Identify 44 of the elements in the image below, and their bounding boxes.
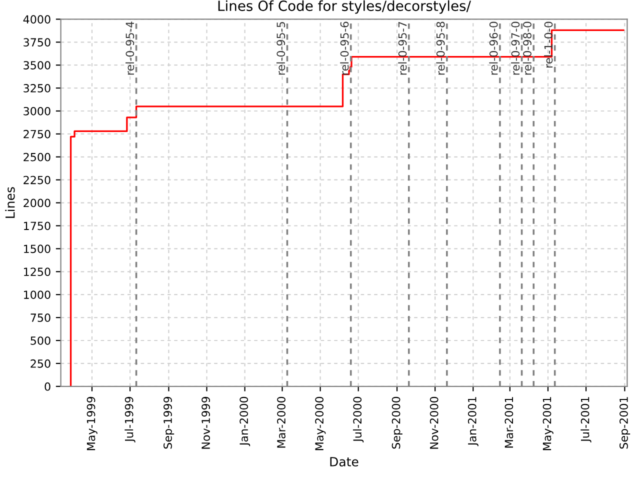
x-tick-label: Jan-2001 [468, 397, 478, 446]
x-tick-label: Sep-2000 [392, 396, 402, 449]
chart-title: Lines Of Code for styles/decorstyles/ [218, 0, 471, 14]
y-tick-label: 3000 [24, 106, 50, 116]
y-tick-label: 3750 [24, 38, 50, 47]
y-tick-label: 1750 [24, 222, 50, 230]
y-tick-label: 250 [30, 359, 50, 368]
x-tick-label: Mar-2000 [277, 396, 286, 448]
y-tick-label: 2750 [24, 130, 50, 138]
y-tick-label: 1250 [24, 268, 50, 276]
ref-line-label: rel-1-0-0 [544, 22, 553, 68]
y-tick-label: 4000 [23, 15, 50, 24]
x-tick-label: Mar-2001 [504, 397, 514, 448]
x-tick-label: May-1999 [86, 396, 98, 450]
y-tick-label: 1000 [24, 290, 50, 299]
x-tick-label: Jul-2000 [352, 396, 364, 442]
y-tick-label: 3500 [24, 61, 50, 70]
x-tick-label: May-2000 [315, 396, 326, 450]
y-tick-label: 3250 [24, 84, 50, 92]
x-tick-label: Sep-1999 [164, 396, 174, 449]
ref-line-label: rel-0-96-0 [489, 22, 498, 75]
y-axis-title: Lines [5, 187, 15, 218]
ref-line-label: rel-0-95-4 [126, 22, 134, 75]
ref-line-label: rel-0-95-6 [340, 22, 349, 75]
x-axis-title: Date [330, 457, 358, 466]
y-tick-label: 0 [44, 382, 50, 391]
x-tick-label: May-2001 [542, 397, 554, 450]
ref-line-label: rel-0-98-0 [522, 22, 532, 75]
x-tick-label: Nov-2000 [430, 396, 438, 449]
y-tick-label: 750 [30, 314, 50, 322]
y-tick-label: 1500 [24, 244, 50, 254]
x-tick-label: Jul-1999 [124, 396, 136, 442]
ref-line-label: rel-0-95-8 [436, 22, 445, 75]
x-tick-label: Jan-2000 [240, 396, 250, 446]
y-tick-label: 500 [30, 336, 50, 345]
ref-line-label: rel-0-95-7 [398, 22, 407, 75]
y-tick-label: 2500 [24, 152, 50, 162]
y-tick-label: 2250 [24, 176, 50, 184]
x-tick-label: Sep-2001 [620, 397, 630, 449]
y-tick-label: 2000 [24, 198, 50, 208]
ref-line-label: rel-0-97-0 [511, 22, 520, 75]
x-tick-label: Nov-1999 [202, 396, 210, 449]
ref-line-label: rel-0-95-5 [276, 22, 286, 75]
x-tick-label: Jul-2001 [580, 397, 592, 442]
